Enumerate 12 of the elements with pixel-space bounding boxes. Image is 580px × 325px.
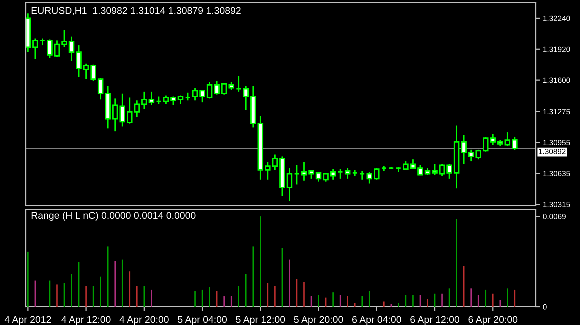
candlestick <box>344 168 351 180</box>
x-tick-label: 4 Apr 2012 <box>4 316 52 325</box>
chart-title: Range (H L nC) 0.0000 0.0014 0.0000 <box>32 212 196 222</box>
x-tick-label: 4 Apr 20:00 <box>120 316 169 325</box>
x-tick-label: 5 Apr 04:00 <box>178 316 228 325</box>
x-tick-label: 6 Apr 20:00 <box>468 316 518 325</box>
x-tick-label: 4 Apr 12:00 <box>62 316 111 325</box>
x-tick-label: 5 Apr 12:00 <box>236 316 286 325</box>
x-tick-label: 6 Apr 04:00 <box>352 316 402 325</box>
chart-title: EURUSD,H1 1.30982 1.31014 1.30879 1.30892 <box>32 7 241 16</box>
x-tick-label: 6 Apr 12:00 <box>410 316 460 325</box>
x-tick-label: 5 Apr 20:00 <box>294 316 344 325</box>
